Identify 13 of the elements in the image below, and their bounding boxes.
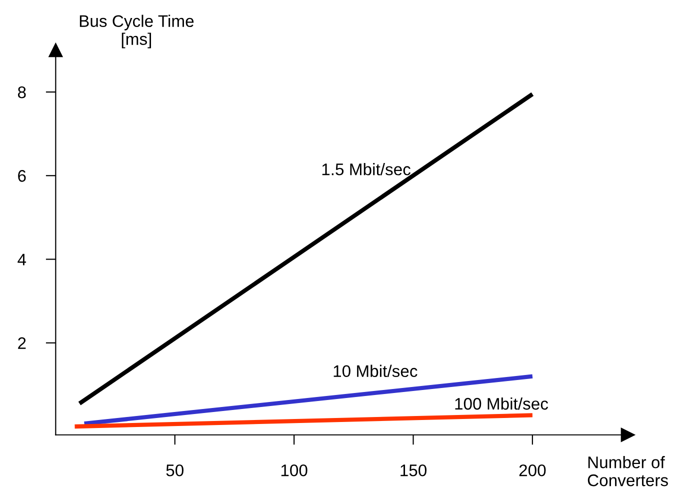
series-label: 10 Mbit/sec — [334, 364, 418, 378]
x-axis-title: Number of Converters — [588, 456, 668, 486]
y-tick-label: 2 — [18, 337, 26, 349]
y-tick-label: 4 — [18, 254, 26, 266]
x-tick-label: 100 — [281, 464, 308, 476]
y-axis-title: Bus Cycle Time [ms] — [80, 14, 194, 48]
series-label: 100 Mbit/sec — [455, 397, 548, 410]
x-tick-label: 150 — [400, 464, 427, 476]
y-tick-label: 6 — [18, 170, 26, 182]
y-tick-label: 8 — [18, 86, 26, 98]
x-tick-label: 200 — [519, 464, 546, 476]
x-tick-label: 50 — [166, 464, 184, 476]
series-label: 1.5 Mbit/sec — [322, 163, 410, 176]
